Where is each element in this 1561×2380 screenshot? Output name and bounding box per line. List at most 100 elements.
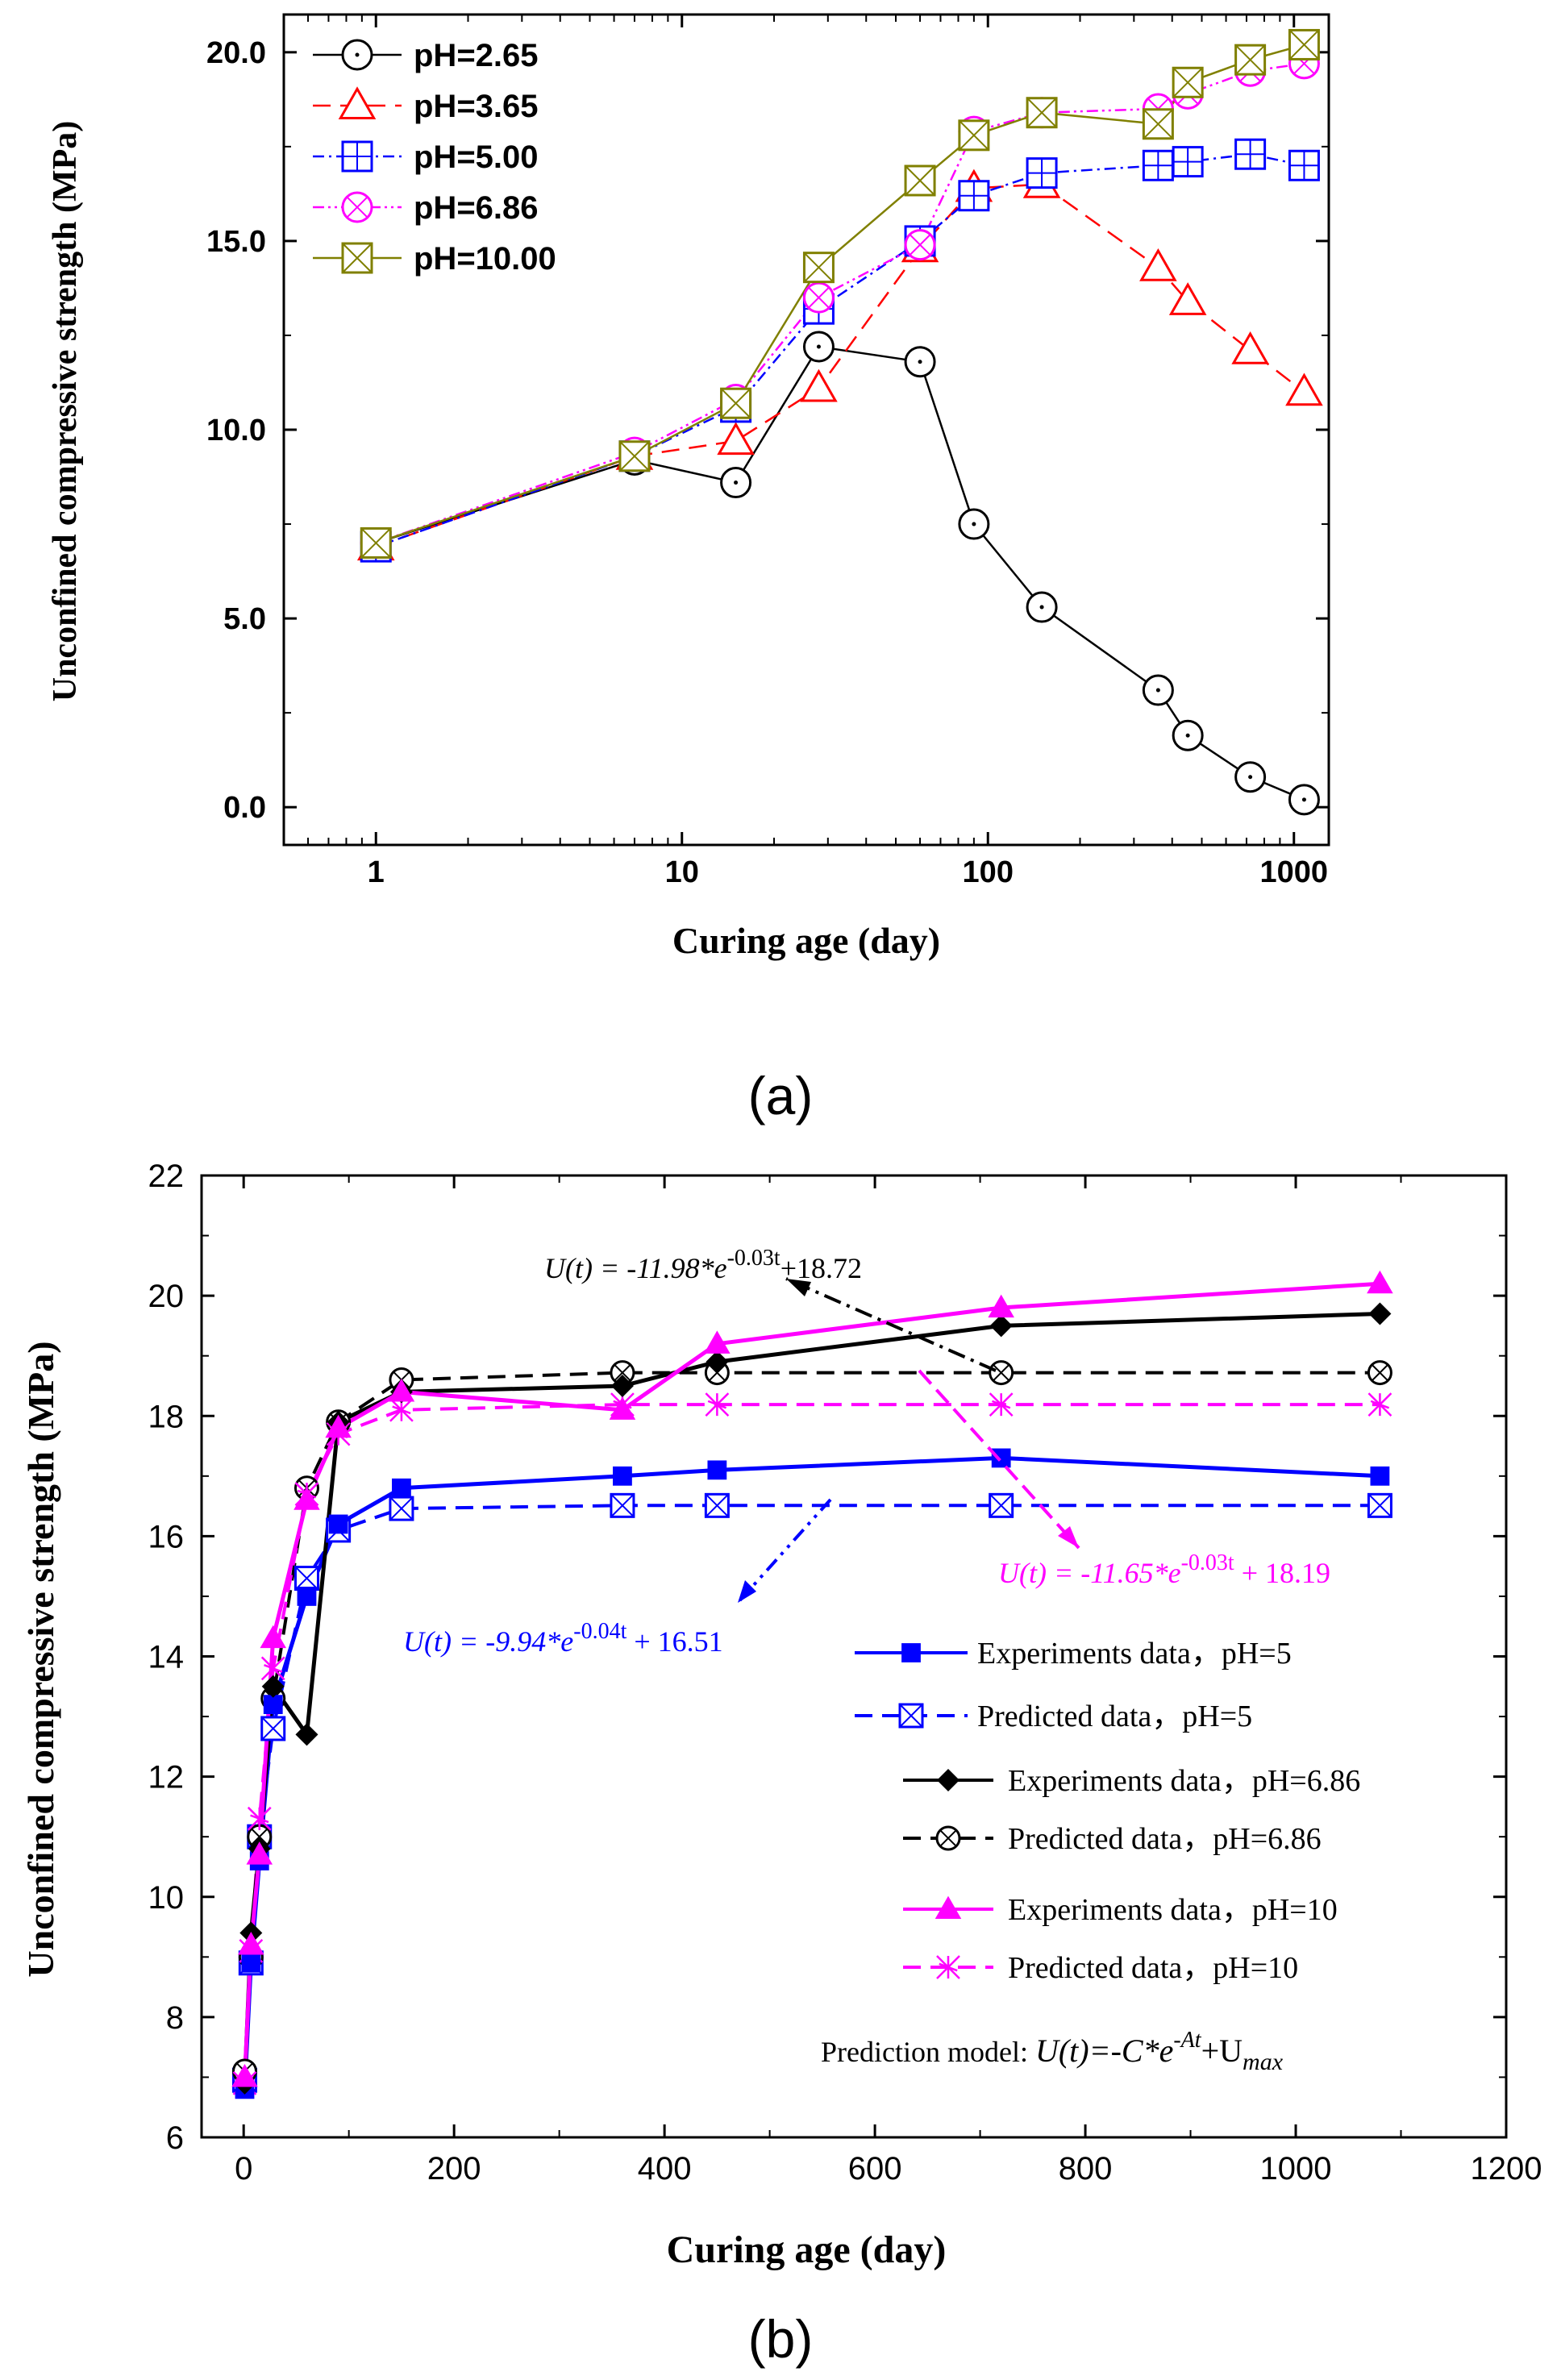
equation-ph5-suffix: + 16.51	[626, 1625, 722, 1658]
data-point-b-5	[389, 1397, 414, 1422]
data-point-b-2	[261, 1675, 285, 1698]
y-tick-label-b: 8	[166, 2000, 184, 2036]
data-point-a-4	[618, 440, 651, 472]
data-point-a-1	[1231, 331, 1269, 364]
data-point-a-0	[958, 508, 990, 540]
data-point-b-5	[1367, 1392, 1392, 1417]
arrow-ph5	[736, 1498, 832, 1604]
chart-panel-b: 0 200 400 600 800 1000 1200 6 8 10 12 14 16 18 20 22 U(…	[20, 1159, 1542, 2369]
y-tick-label-a: 5.0	[223, 602, 266, 636]
legend-marker-a	[341, 39, 373, 71]
legend-label-b: Experiments data，pH=6.86	[1008, 1764, 1360, 1798]
arrow-ph10	[918, 1369, 1080, 1550]
data-point-b-4	[293, 1487, 320, 1510]
data-point-a-4	[958, 119, 990, 152]
data-point-a-0	[1172, 719, 1204, 751]
data-point-b-3	[610, 1360, 635, 1386]
equation-ph10-suffix: + 18.19	[1234, 1557, 1330, 1589]
data-point-a-0	[1234, 761, 1267, 793]
x-axis-title-a: Curing age (day)	[672, 920, 940, 961]
x-tick-label-a: 1000	[1259, 855, 1328, 889]
data-point-a-4	[1142, 108, 1174, 140]
legend-label-b: Predicted data，pH=5	[977, 1700, 1252, 1733]
legend-label-a: pH=2.65	[414, 38, 539, 73]
legend-label-b: Experiments data，pH=5	[977, 1637, 1292, 1671]
y-tick-label-a: 10.0	[206, 414, 266, 447]
legend-marker-b	[936, 1955, 960, 1979]
data-point-b-4	[231, 2064, 258, 2087]
y-tick-label-b: 14	[148, 1640, 185, 1675]
series-group-a	[356, 28, 1323, 816]
data-point-a-4	[360, 526, 392, 559]
data-point-a-1	[1168, 282, 1207, 315]
arrow-ph686	[785, 1277, 997, 1372]
equation-ph5: U(t) = -9.94*e-0.04t + 16.51	[403, 1619, 723, 1658]
model-formula-a: U(t)=-C*e	[1035, 2033, 1173, 2069]
legend-marker-a	[341, 140, 373, 173]
x-tick-label-b: 800	[1059, 2151, 1113, 2187]
panel-label-a: (a)	[748, 1066, 814, 1126]
data-point-b-1	[704, 1492, 730, 1518]
y-tick-label-b: 6	[166, 2120, 184, 2156]
data-point-a-0	[1142, 674, 1174, 706]
legend-label-a: pH=5.00	[414, 139, 539, 175]
equation-ph686-suffix: +18.72	[780, 1252, 862, 1284]
y-tick-label-a: 15.0	[206, 225, 266, 259]
prediction-model-text: Prediction model: U(t)=-C*e-At+Umax	[821, 2028, 1284, 2075]
data-point-a-1	[1139, 248, 1177, 281]
legend-label-b: Predicted data，pH=10	[1008, 1951, 1298, 1985]
y-tick-label-b: 16	[148, 1519, 185, 1554]
axis-ticks-a: 1 10 100 1000 0.0 5.0 10.0 15.0 20.0	[206, 15, 1329, 889]
y-tick-label-b: 22	[148, 1159, 185, 1194]
legend-marker-b	[935, 1825, 961, 1851]
equation-ph10-exp: -0.03t	[1181, 1550, 1234, 1575]
data-point-b-3	[989, 1360, 1014, 1386]
annotation-arrows	[736, 1277, 1080, 1604]
data-point-b-5	[989, 1392, 1014, 1417]
data-point-a-0	[720, 467, 752, 499]
series-group-b	[231, 1270, 1393, 2099]
legend-marker-a	[338, 86, 377, 120]
legend-label-a: pH=10.00	[414, 241, 556, 277]
data-point-a-2	[1142, 149, 1174, 181]
y-tick-label-b: 18	[148, 1399, 185, 1434]
equation-ph5-exp: -0.04t	[573, 1619, 626, 1644]
data-point-a-4	[720, 387, 752, 419]
arrow-head-ph10	[1058, 1526, 1079, 1548]
data-point-b-4	[988, 1294, 1014, 1318]
legend-b: Experiments data，pH=5 Predicted data，pH=5…	[855, 1637, 1360, 1985]
x-tick-label-a: 1	[368, 855, 385, 889]
data-point-a-1	[800, 368, 838, 402]
data-point-a-3	[802, 281, 835, 314]
equation-ph10-main: U(t) = -11.65*e	[998, 1557, 1181, 1589]
data-point-a-1	[717, 422, 755, 456]
data-point-b-1	[1367, 1492, 1392, 1518]
data-point-a-0	[802, 331, 835, 363]
data-point-b-1	[389, 1496, 414, 1521]
data-point-b-2	[295, 1723, 318, 1746]
y-axis-title-b: Unconfined compressive strength (MPa)	[20, 1341, 61, 1977]
legend-label-a: pH=3.65	[414, 89, 539, 124]
equation-ph10: U(t) = -11.65*e-0.03t + 18.19	[998, 1550, 1330, 1589]
data-point-b-4	[238, 1931, 264, 1955]
data-point-a-4	[1234, 44, 1267, 76]
model-exp: -At	[1173, 2028, 1201, 2053]
x-tick-label-b: 400	[638, 2151, 692, 2187]
data-point-b-0	[328, 1514, 348, 1534]
data-point-b-4	[260, 1625, 286, 1649]
data-point-b-1	[293, 1566, 319, 1592]
data-point-b-0	[263, 1695, 283, 1715]
data-point-b-2	[989, 1314, 1013, 1338]
legend-label-b: Experiments data，pH=10	[1008, 1893, 1338, 1927]
data-point-a-2	[1172, 146, 1204, 178]
x-tick-label-b: 200	[427, 2151, 481, 2187]
data-point-b-4	[246, 1841, 273, 1865]
y-tick-label-b: 20	[148, 1279, 185, 1314]
data-point-a-4	[1026, 97, 1058, 129]
y-tick-label-a: 0.0	[223, 791, 266, 825]
x-tick-label-b: 600	[848, 2151, 902, 2187]
arrow-head-ph686	[786, 1279, 811, 1296]
legend-label-a: pH=6.86	[414, 190, 539, 226]
y-axis-title-a: Unconfined compressive strength (MPa)	[47, 121, 84, 702]
